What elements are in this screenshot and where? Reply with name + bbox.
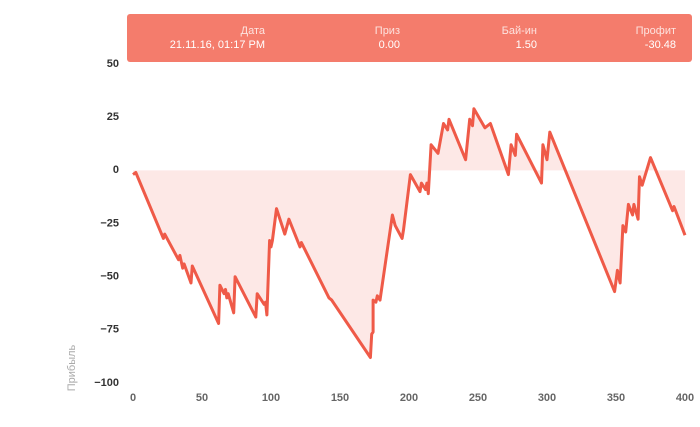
tooltip-label: Приз bbox=[375, 25, 400, 37]
tooltip-box bbox=[127, 14, 692, 62]
x-tick-label: 250 bbox=[469, 392, 487, 404]
tooltip-value: -30.48 bbox=[645, 39, 676, 51]
tooltip-label: Профит bbox=[636, 25, 676, 37]
x-tick-label: 400 bbox=[676, 392, 694, 404]
tooltip-label: Дата bbox=[241, 25, 266, 37]
area bbox=[133, 108, 685, 358]
y-tick-label: −100 bbox=[94, 377, 119, 389]
y-tick-label: 0 bbox=[113, 164, 119, 176]
line bbox=[132, 107, 687, 359]
tooltip-label: Бай-ин bbox=[502, 25, 537, 37]
x-tick-label: 150 bbox=[331, 392, 349, 404]
y-tick-label: −25 bbox=[100, 217, 119, 229]
tooltip-value: 0.00 bbox=[379, 39, 400, 51]
x-tick-label: 350 bbox=[607, 392, 625, 404]
y-tick-label: −75 bbox=[100, 324, 119, 336]
y-tick-label: −50 bbox=[100, 271, 119, 283]
y-tick-label: 50 bbox=[107, 58, 119, 70]
tooltip-value: 21.11.16, 01:17 PM bbox=[170, 39, 265, 51]
tooltip-value: 1.50 bbox=[516, 39, 537, 51]
y-axis-label: Прибыль bbox=[66, 344, 78, 391]
y-tick-label: 25 bbox=[107, 111, 119, 123]
x-tick-label: 300 bbox=[538, 392, 556, 404]
x-tick-label: 50 bbox=[196, 392, 208, 404]
x-tick-label: 0 bbox=[130, 392, 136, 404]
x-tick-label: 100 bbox=[262, 392, 280, 404]
x-tick-label: 200 bbox=[400, 392, 418, 404]
